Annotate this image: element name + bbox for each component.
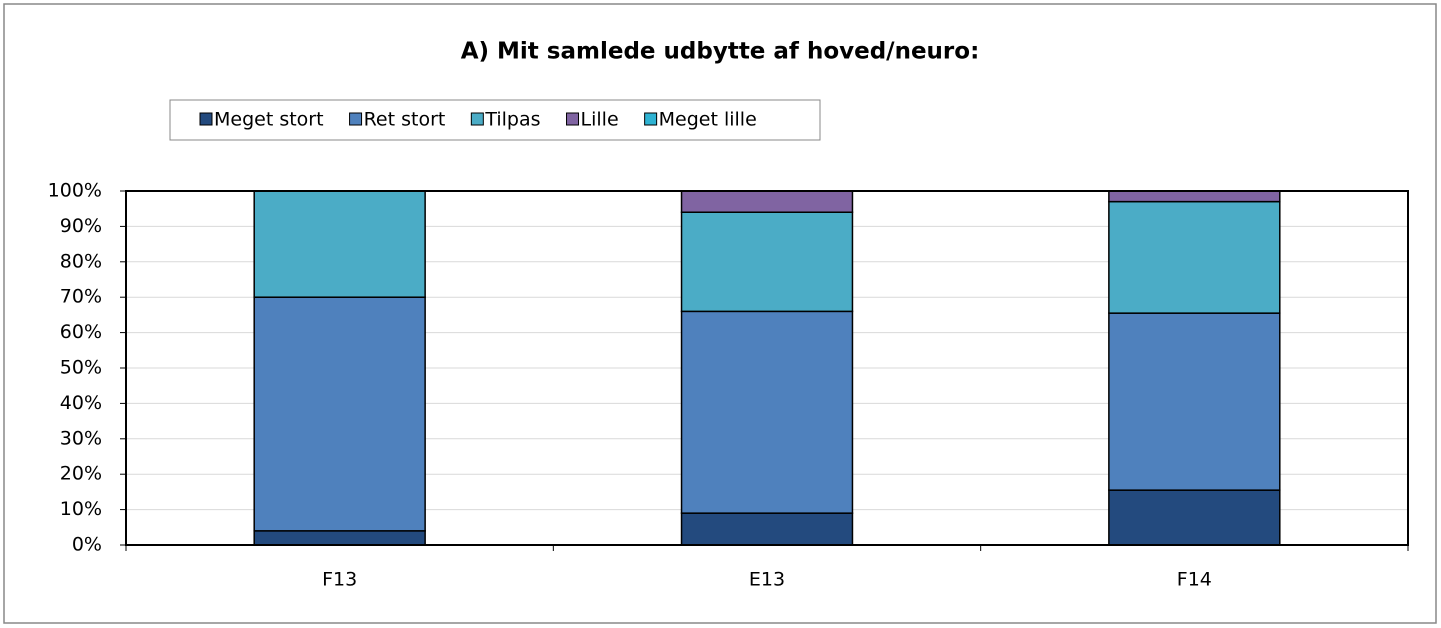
y-tick-label: 60% bbox=[60, 321, 102, 343]
legend-label: Ret stort bbox=[364, 109, 446, 131]
chart-title: A) Mit samlede udbytte af hoved/neuro: bbox=[461, 39, 980, 65]
y-tick-label: 90% bbox=[60, 215, 102, 237]
y-tick-label: 0% bbox=[72, 534, 102, 556]
y-tick-label: 80% bbox=[60, 250, 102, 272]
x-tick-label: E13 bbox=[749, 569, 785, 591]
y-tick-label: 30% bbox=[60, 427, 102, 449]
bar-segment bbox=[1108, 200, 1281, 314]
legend-box bbox=[169, 99, 821, 141]
legend-label: Meget lille bbox=[659, 109, 757, 131]
bar-segment bbox=[1108, 190, 1281, 203]
bar-segment bbox=[680, 512, 854, 546]
legend-label: Lille bbox=[581, 109, 619, 131]
bar-segment bbox=[1108, 312, 1281, 491]
legend-swatch bbox=[349, 112, 363, 126]
legend-label: Tilpas bbox=[484, 109, 540, 131]
x-tick-label: F13 bbox=[322, 569, 357, 591]
bar-segment bbox=[680, 211, 854, 313]
y-tick-label: 40% bbox=[60, 392, 102, 414]
legend-swatch bbox=[470, 112, 484, 126]
bar-segment bbox=[680, 310, 854, 514]
bar-segment bbox=[1108, 489, 1281, 546]
y-tick-label: 50% bbox=[60, 357, 102, 379]
bar-segment bbox=[253, 296, 426, 532]
bar-segment bbox=[680, 190, 854, 213]
bar-segment bbox=[253, 530, 426, 546]
y-tick-label: 70% bbox=[60, 286, 102, 308]
legend-swatch bbox=[199, 112, 213, 126]
legend-label: Meget stort bbox=[214, 109, 324, 131]
y-tick-label: 20% bbox=[60, 463, 102, 485]
bar-segment bbox=[253, 190, 426, 298]
legend-swatch bbox=[566, 112, 580, 126]
legend-swatch bbox=[644, 112, 658, 126]
x-tick-label: F14 bbox=[1177, 569, 1212, 591]
y-tick-label: 10% bbox=[60, 498, 102, 520]
y-tick-label: 100% bbox=[48, 180, 102, 202]
